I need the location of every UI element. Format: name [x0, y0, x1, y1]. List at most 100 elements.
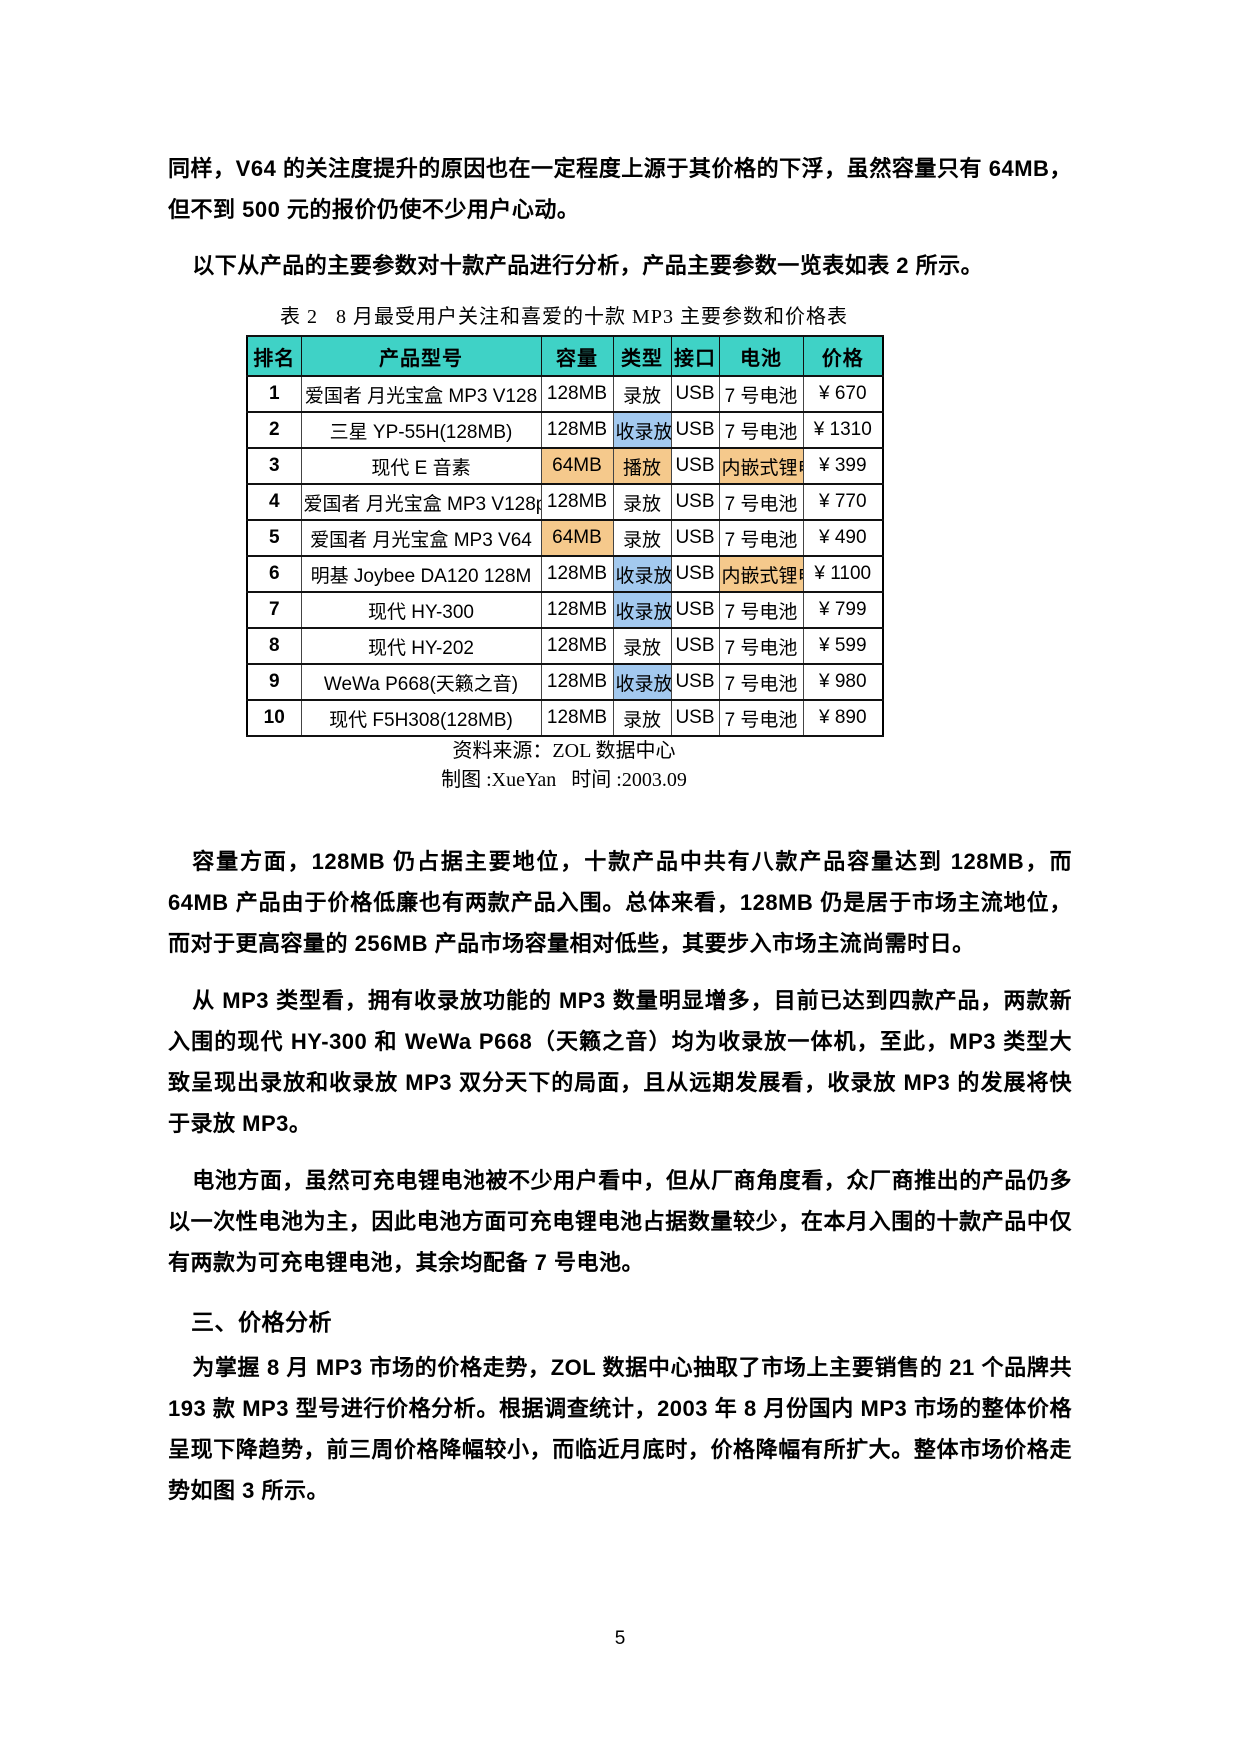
- table-cell: 7 号电池: [718, 663, 804, 701]
- table-cell: 128MB: [540, 591, 614, 629]
- table-header-cell: 电池: [718, 335, 804, 377]
- table-cell: 1: [246, 375, 302, 413]
- table-cell: 7 号电池: [718, 411, 804, 449]
- table-cell: USB: [670, 483, 720, 521]
- table2-title: 表 2 8 月最受用户关注和喜爱的十款 MP3 主要参数和价格表: [280, 306, 848, 328]
- table-row: 3现代 E 音素64MB播放USB内嵌式锂电¥ 399: [246, 447, 884, 485]
- table-header-cell: 排名: [246, 335, 302, 377]
- table-cell: 录放: [612, 627, 672, 665]
- table-cell: ¥ 980: [802, 663, 884, 701]
- table-cell: 收录放: [612, 555, 672, 593]
- table-cell: 128MB: [540, 483, 614, 521]
- table-row: 7 现代 HY-300 128MB 收录放 USB 7 号电池 ¥ 799: [246, 591, 884, 629]
- paragraph-battery-analysis: 电池方面，虽然可充电锂电池被不少用户看中，但从厂商角度看，众厂商推出的产品仍多以…: [168, 1168, 1072, 1275]
- table-cell: 录放: [612, 483, 672, 521]
- table-cell: 128MB: [540, 555, 614, 593]
- table-cell: 64MB: [540, 519, 614, 557]
- table-header-cell: 价格: [802, 335, 884, 377]
- table-cell: 爱国者 月光宝盒 MP3 V64: [300, 519, 542, 557]
- table-cell: 录放: [612, 375, 672, 413]
- table-cell: 128MB: [540, 411, 614, 449]
- table-cell: ¥ 599: [802, 627, 884, 665]
- table-cell: USB: [670, 555, 720, 593]
- table-cell: 明基 Joybee DA120 128M: [300, 555, 542, 593]
- table-cell: 收录放: [612, 663, 672, 701]
- table-cell: WeWa P668(天籁之音): [300, 663, 542, 701]
- table-cell: 7 号电池: [718, 627, 804, 665]
- paragraph-type-analysis: 从 MP3 类型看，拥有收录放功能的 MP3 数量明显增多，目前已达到四款产品，…: [168, 988, 1072, 1136]
- table-cell: ¥ 490: [802, 519, 884, 557]
- table2-block: 表 2 8 月最受用户关注和喜爱的十款 MP3 主要参数和价格表 排名 产品型号容…: [246, 300, 884, 795]
- table-cell: 现代 F5H308(128MB): [300, 699, 542, 737]
- mp3-params-table: 排名 产品型号 容量 类型 接口 电池 价格 1 爱国者 月光宝盒 MP3 V128 128MB…: [246, 335, 884, 737]
- table-header-cell: 类型: [612, 335, 672, 377]
- table-header-cell: 产品型号: [300, 335, 542, 377]
- table-cell: 128MB: [540, 627, 614, 665]
- table-cell: 7 号电池: [718, 483, 804, 521]
- page-number: 5: [614, 1628, 626, 1649]
- table-cell: 4: [246, 483, 302, 521]
- table-row: 6明基 Joybee DA120 128M128MB收录放USB内嵌式锂电¥ 1…: [246, 555, 884, 593]
- table-header-cell: 容量: [540, 335, 614, 377]
- table-cell: 10: [246, 699, 302, 737]
- table-row: 9 WeWa P668(天籁之音) 128MB 收录放 USB 7 号电池 ¥ 980: [246, 663, 884, 701]
- table-cell: USB: [670, 663, 720, 701]
- table-row: 5 爱国者 月光宝盒 MP3 V64 64MB 录放 USB 7 号电池 ¥ 490: [246, 519, 884, 557]
- table-cell: 5: [246, 519, 302, 557]
- table-cell: 9: [246, 663, 302, 701]
- table-cell: 128MB: [540, 663, 614, 701]
- table-row: 2 三星 YP-55H(128MB) 128MB 收录放 USB 7 号电池 ¥ 1310: [246, 411, 884, 449]
- table-cell: USB: [670, 519, 720, 557]
- table-cell: 7: [246, 591, 302, 629]
- table-cell: ¥ 670: [802, 375, 884, 413]
- table-cell: 64MB: [540, 447, 614, 485]
- table-cell: 三星 YP-55H(128MB): [300, 411, 542, 449]
- table-cell: 现代 HY-202: [300, 627, 542, 665]
- table-cell: USB: [670, 591, 720, 629]
- table-cell: 录放: [612, 519, 672, 557]
- table-cell: USB: [670, 627, 720, 665]
- table-cell: ¥ 1310: [802, 411, 884, 449]
- table-header-cell: 接口: [670, 335, 720, 377]
- table-cell: 2: [246, 411, 302, 449]
- table-cell: 收录放: [612, 591, 672, 629]
- table-cell: 现代 HY-300: [300, 591, 542, 629]
- table2-source-line: 资料来源：ZOL 数据中心: [452, 740, 676, 762]
- table-cell: ¥ 799: [802, 591, 884, 629]
- section-heading-price-analysis: 三、价格分析: [191, 1309, 332, 1335]
- table-cell: USB: [670, 375, 720, 413]
- table-cell: 录放: [612, 699, 672, 737]
- table-cell: 内嵌式锂电: [718, 447, 804, 485]
- table-cell: 爱国者 月光宝盒 MP3 V128plus: [300, 483, 542, 521]
- table-cell: ¥ 770: [802, 483, 884, 521]
- table-cell: 7 号电池: [718, 519, 804, 557]
- table-cell: USB: [670, 447, 720, 485]
- paragraph-v64-price: 同样，V64 的关注度提升的原因也在一定程度上源于其价格的下浮，虽然容量只有 6…: [168, 156, 1072, 222]
- table-cell: 现代 E 音素: [300, 447, 542, 485]
- table-cell: 3: [246, 447, 302, 485]
- table-row: 1 爱国者 月光宝盒 MP3 V128 128MB 录放 USB 7 号电池 ¥ 670: [246, 375, 884, 413]
- table-cell: ¥ 399: [802, 447, 884, 485]
- table-cell: 收录放: [612, 411, 672, 449]
- table-cell: USB: [670, 411, 720, 449]
- table-cell: 128MB: [540, 375, 614, 413]
- table-header-row: 排名 产品型号 容量 类型 接口 电池 价格: [246, 335, 884, 377]
- table-cell: ¥ 1100: [802, 555, 884, 593]
- table-row: 8 现代 HY-202 128MB 录放 USB 7 号电池 ¥ 599: [246, 627, 884, 665]
- table-cell: 7 号电池: [718, 699, 804, 737]
- paragraph-capacity-analysis: 容量方面，128MB 仍占据主要地位，十款产品中共有八款产品容量达到 128MB…: [168, 849, 1072, 956]
- table-cell: 内嵌式锂电: [718, 555, 804, 593]
- table-cell: USB: [670, 699, 720, 737]
- paragraph-table-intro: 以下从产品的主要参数对十款产品进行分析，产品主要参数一览表如表 2 所示。: [192, 253, 984, 278]
- table-cell: 播放: [612, 447, 672, 485]
- table-cell: 7 号电池: [718, 591, 804, 629]
- table-cell: 128MB: [540, 699, 614, 737]
- table-cell: 6: [246, 555, 302, 593]
- table-row: 10 现代 F5H308(128MB) 128MB 录放 USB 7 号电池 ¥ 890: [246, 699, 884, 737]
- table2-credit-line: 制图 :XueYan 时间 :2003.09: [441, 769, 687, 791]
- table-cell: 8: [246, 627, 302, 665]
- table-cell: ¥ 890: [802, 699, 884, 737]
- paragraph-price-trend: 为掌握 8 月 MP3 市场的价格走势，ZOL 数据中心抽取了市场上主要销售的 …: [168, 1355, 1072, 1503]
